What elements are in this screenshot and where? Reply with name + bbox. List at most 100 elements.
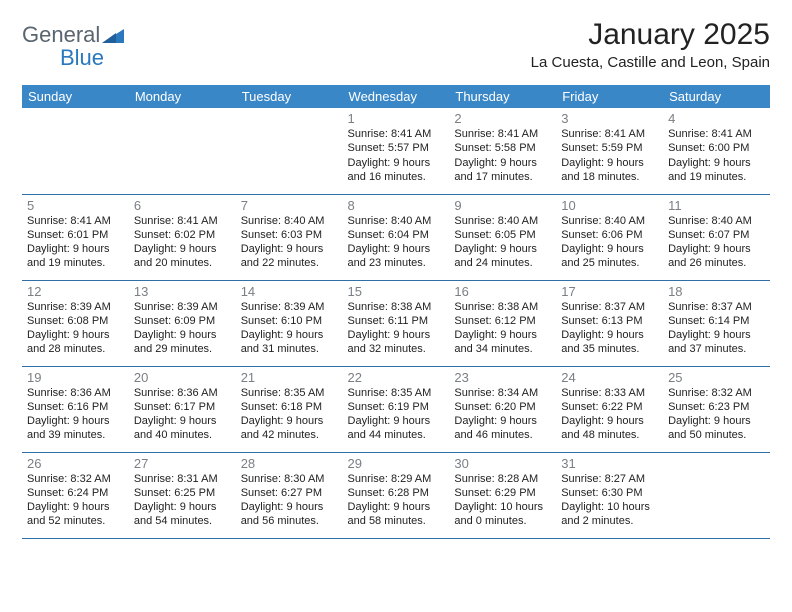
daylight-text-2: and 54 minutes. <box>134 514 231 528</box>
day-number: 15 <box>348 284 445 299</box>
daylight-text-2: and 35 minutes. <box>561 342 658 356</box>
daylight-text-2: and 29 minutes. <box>134 342 231 356</box>
calendar-week-row: 26Sunrise: 8:32 AMSunset: 6:24 PMDayligh… <box>22 452 770 538</box>
daylight-text-1: Daylight: 9 hours <box>454 156 551 170</box>
day-number: 11 <box>668 198 765 213</box>
day-number: 20 <box>134 370 231 385</box>
calendar-day-cell: 13Sunrise: 8:39 AMSunset: 6:09 PMDayligh… <box>129 280 236 366</box>
day-number: 29 <box>348 456 445 471</box>
sunset-text: Sunset: 6:18 PM <box>241 400 338 414</box>
calendar-day-cell: 14Sunrise: 8:39 AMSunset: 6:10 PMDayligh… <box>236 280 343 366</box>
daylight-text-2: and 44 minutes. <box>348 428 445 442</box>
sunrise-text: Sunrise: 8:39 AM <box>241 300 338 314</box>
day-number: 19 <box>27 370 124 385</box>
sunset-text: Sunset: 6:19 PM <box>348 400 445 414</box>
sunrise-text: Sunrise: 8:41 AM <box>454 127 551 141</box>
day-number: 9 <box>454 198 551 213</box>
daylight-text-2: and 2 minutes. <box>561 514 658 528</box>
sunset-text: Sunset: 6:11 PM <box>348 314 445 328</box>
sunrise-text: Sunrise: 8:35 AM <box>348 386 445 400</box>
daylight-text-1: Daylight: 9 hours <box>134 328 231 342</box>
sunrise-text: Sunrise: 8:36 AM <box>134 386 231 400</box>
daylight-text-2: and 34 minutes. <box>454 342 551 356</box>
sunrise-text: Sunrise: 8:38 AM <box>454 300 551 314</box>
sunset-text: Sunset: 6:06 PM <box>561 228 658 242</box>
sunset-text: Sunset: 6:14 PM <box>668 314 765 328</box>
daylight-text-2: and 39 minutes. <box>27 428 124 442</box>
calendar-empty-cell <box>663 452 770 538</box>
day-number: 7 <box>241 198 338 213</box>
daylight-text-1: Daylight: 9 hours <box>241 414 338 428</box>
weekday-header: Wednesday <box>343 85 450 108</box>
sunset-text: Sunset: 6:17 PM <box>134 400 231 414</box>
daylight-text-1: Daylight: 9 hours <box>561 242 658 256</box>
calendar-day-cell: 26Sunrise: 8:32 AMSunset: 6:24 PMDayligh… <box>22 452 129 538</box>
weekday-header: Tuesday <box>236 85 343 108</box>
sunset-text: Sunset: 5:57 PM <box>348 141 445 155</box>
calendar-day-cell: 12Sunrise: 8:39 AMSunset: 6:08 PMDayligh… <box>22 280 129 366</box>
calendar-day-cell: 22Sunrise: 8:35 AMSunset: 6:19 PMDayligh… <box>343 366 450 452</box>
sunset-text: Sunset: 6:12 PM <box>454 314 551 328</box>
sunset-text: Sunset: 6:02 PM <box>134 228 231 242</box>
sunset-text: Sunset: 6:09 PM <box>134 314 231 328</box>
sunrise-text: Sunrise: 8:41 AM <box>134 214 231 228</box>
calendar-empty-cell <box>236 108 343 194</box>
weekday-header: Sunday <box>22 85 129 108</box>
calendar-day-cell: 28Sunrise: 8:30 AMSunset: 6:27 PMDayligh… <box>236 452 343 538</box>
calendar-day-cell: 9Sunrise: 8:40 AMSunset: 6:05 PMDaylight… <box>449 194 556 280</box>
daylight-text-1: Daylight: 9 hours <box>134 242 231 256</box>
sunset-text: Sunset: 6:28 PM <box>348 486 445 500</box>
daylight-text-1: Daylight: 9 hours <box>27 328 124 342</box>
day-number: 17 <box>561 284 658 299</box>
sunrise-text: Sunrise: 8:37 AM <box>561 300 658 314</box>
sunrise-text: Sunrise: 8:35 AM <box>241 386 338 400</box>
daylight-text-1: Daylight: 9 hours <box>668 328 765 342</box>
day-number: 21 <box>241 370 338 385</box>
daylight-text-1: Daylight: 9 hours <box>454 414 551 428</box>
sunset-text: Sunset: 6:07 PM <box>668 228 765 242</box>
day-number: 5 <box>27 198 124 213</box>
day-number: 4 <box>668 111 765 126</box>
daylight-text-2: and 25 minutes. <box>561 256 658 270</box>
day-number: 12 <box>27 284 124 299</box>
daylight-text-1: Daylight: 9 hours <box>348 328 445 342</box>
sunset-text: Sunset: 6:25 PM <box>134 486 231 500</box>
daylight-text-1: Daylight: 9 hours <box>348 414 445 428</box>
daylight-text-2: and 52 minutes. <box>27 514 124 528</box>
daylight-text-2: and 23 minutes. <box>348 256 445 270</box>
day-number: 3 <box>561 111 658 126</box>
sunrise-text: Sunrise: 8:37 AM <box>668 300 765 314</box>
daylight-text-1: Daylight: 9 hours <box>134 500 231 514</box>
day-number: 23 <box>454 370 551 385</box>
daylight-text-1: Daylight: 9 hours <box>27 242 124 256</box>
weekday-header: Thursday <box>449 85 556 108</box>
daylight-text-1: Daylight: 9 hours <box>241 328 338 342</box>
sunrise-text: Sunrise: 8:40 AM <box>454 214 551 228</box>
day-number: 28 <box>241 456 338 471</box>
calendar-day-cell: 2Sunrise: 8:41 AMSunset: 5:58 PMDaylight… <box>449 108 556 194</box>
sunrise-text: Sunrise: 8:38 AM <box>348 300 445 314</box>
day-number: 30 <box>454 456 551 471</box>
sunrise-text: Sunrise: 8:41 AM <box>561 127 658 141</box>
daylight-text-2: and 24 minutes. <box>454 256 551 270</box>
daylight-text-1: Daylight: 9 hours <box>561 328 658 342</box>
calendar-day-cell: 5Sunrise: 8:41 AMSunset: 6:01 PMDaylight… <box>22 194 129 280</box>
sunrise-text: Sunrise: 8:39 AM <box>27 300 124 314</box>
sunrise-text: Sunrise: 8:34 AM <box>454 386 551 400</box>
sunrise-text: Sunrise: 8:32 AM <box>668 386 765 400</box>
logo-text-blue: Blue <box>60 45 104 70</box>
daylight-text-1: Daylight: 9 hours <box>668 156 765 170</box>
sunrise-text: Sunrise: 8:40 AM <box>348 214 445 228</box>
daylight-text-2: and 17 minutes. <box>454 170 551 184</box>
calendar-day-cell: 18Sunrise: 8:37 AMSunset: 6:14 PMDayligh… <box>663 280 770 366</box>
daylight-text-1: Daylight: 9 hours <box>241 500 338 514</box>
daylight-text-2: and 56 minutes. <box>241 514 338 528</box>
daylight-text-2: and 26 minutes. <box>668 256 765 270</box>
sunset-text: Sunset: 6:01 PM <box>27 228 124 242</box>
calendar-day-cell: 3Sunrise: 8:41 AMSunset: 5:59 PMDaylight… <box>556 108 663 194</box>
sunset-text: Sunset: 6:00 PM <box>668 141 765 155</box>
sunset-text: Sunset: 6:10 PM <box>241 314 338 328</box>
daylight-text-1: Daylight: 10 hours <box>561 500 658 514</box>
daylight-text-1: Daylight: 9 hours <box>27 500 124 514</box>
sunrise-text: Sunrise: 8:41 AM <box>348 127 445 141</box>
